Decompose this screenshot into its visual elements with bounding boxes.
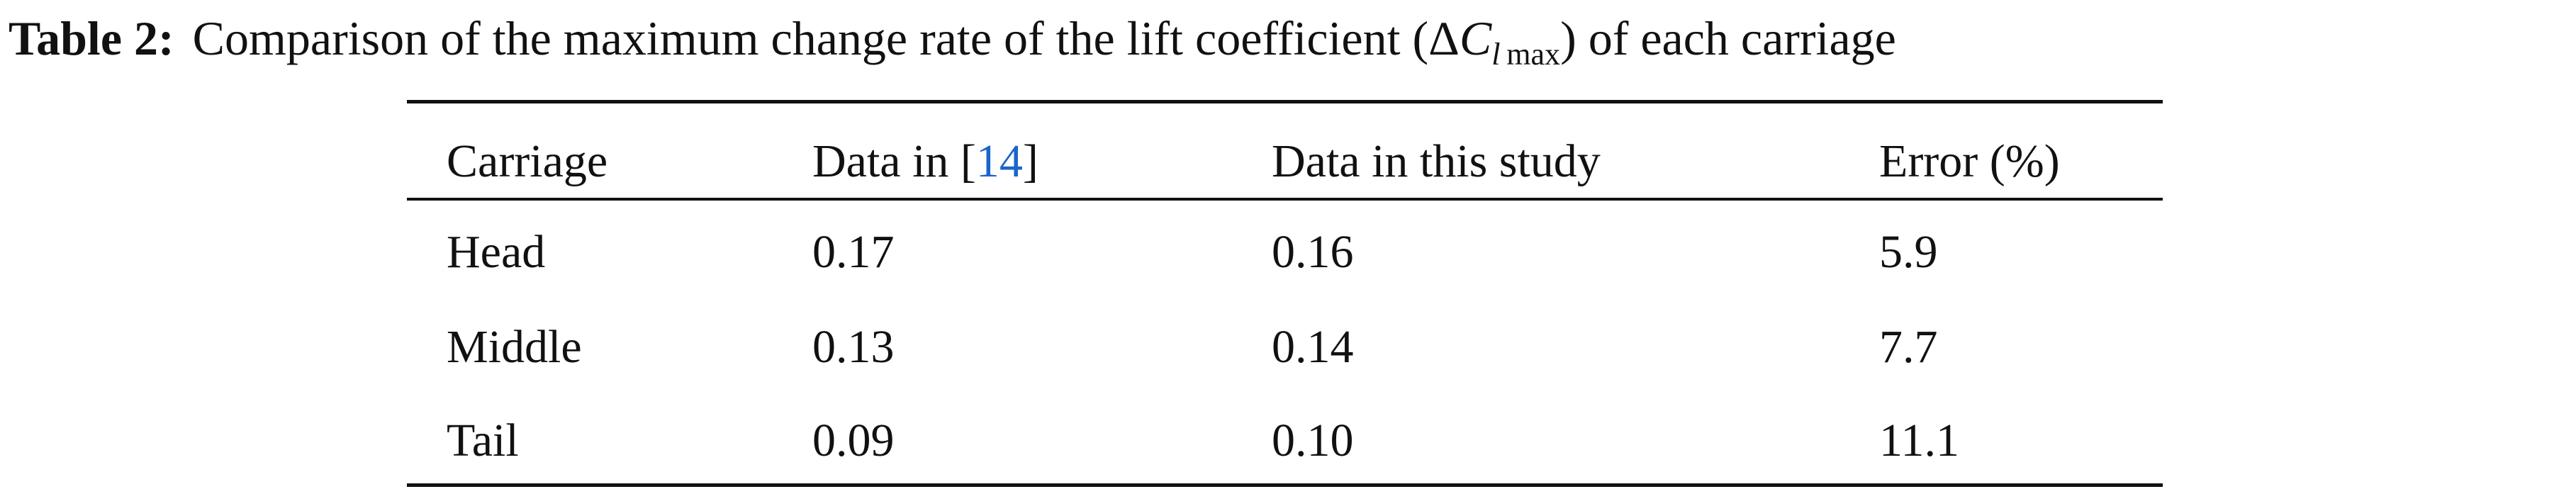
header-text: ] (1022, 135, 1038, 187)
table-cell: 0.13 (812, 321, 895, 373)
table-cell: 0.17 (812, 226, 895, 278)
header-cell: Carriage (447, 135, 608, 187)
mid-rule (407, 198, 2163, 201)
caption-text: Comparison of the maximum change rate of… (192, 11, 1429, 65)
table-cell: 0.16 (1272, 226, 1354, 278)
caption-text-end: ) of each carriage (1560, 11, 1896, 65)
table-cell: 0.09 (812, 415, 895, 466)
header-cell: Data in [14] (812, 135, 1038, 189)
header-cell: Data in this study (1272, 135, 1601, 187)
table-caption: Table 2: Comparison of the maximum change… (9, 10, 1896, 83)
caption-subscript-var: l (1491, 37, 1501, 72)
caption-subscript-text: max (1506, 37, 1561, 72)
table-cell: 5.9 (1879, 226, 1938, 278)
header-cell: Error (%) (1879, 135, 2060, 187)
caption-delta: Δ (1428, 11, 1460, 65)
table-cell: 7.7 (1879, 321, 1938, 373)
caption-subscript: l max (1491, 37, 1560, 72)
table-cell: 11.1 (1879, 415, 1960, 466)
bottom-rule (407, 483, 2163, 487)
caption-symbol: C (1459, 11, 1492, 65)
table-cell: 0.10 (1272, 415, 1354, 466)
top-rule (407, 100, 2163, 103)
citation-link[interactable]: 14 (975, 135, 1023, 187)
table-cell: Head (447, 226, 546, 278)
caption-label: Table 2: (9, 11, 174, 65)
table-cell: Tail (447, 415, 519, 466)
table-cell: 0.14 (1272, 321, 1354, 373)
table-cell: Middle (447, 321, 582, 373)
header-text: Data in [ (812, 135, 976, 187)
